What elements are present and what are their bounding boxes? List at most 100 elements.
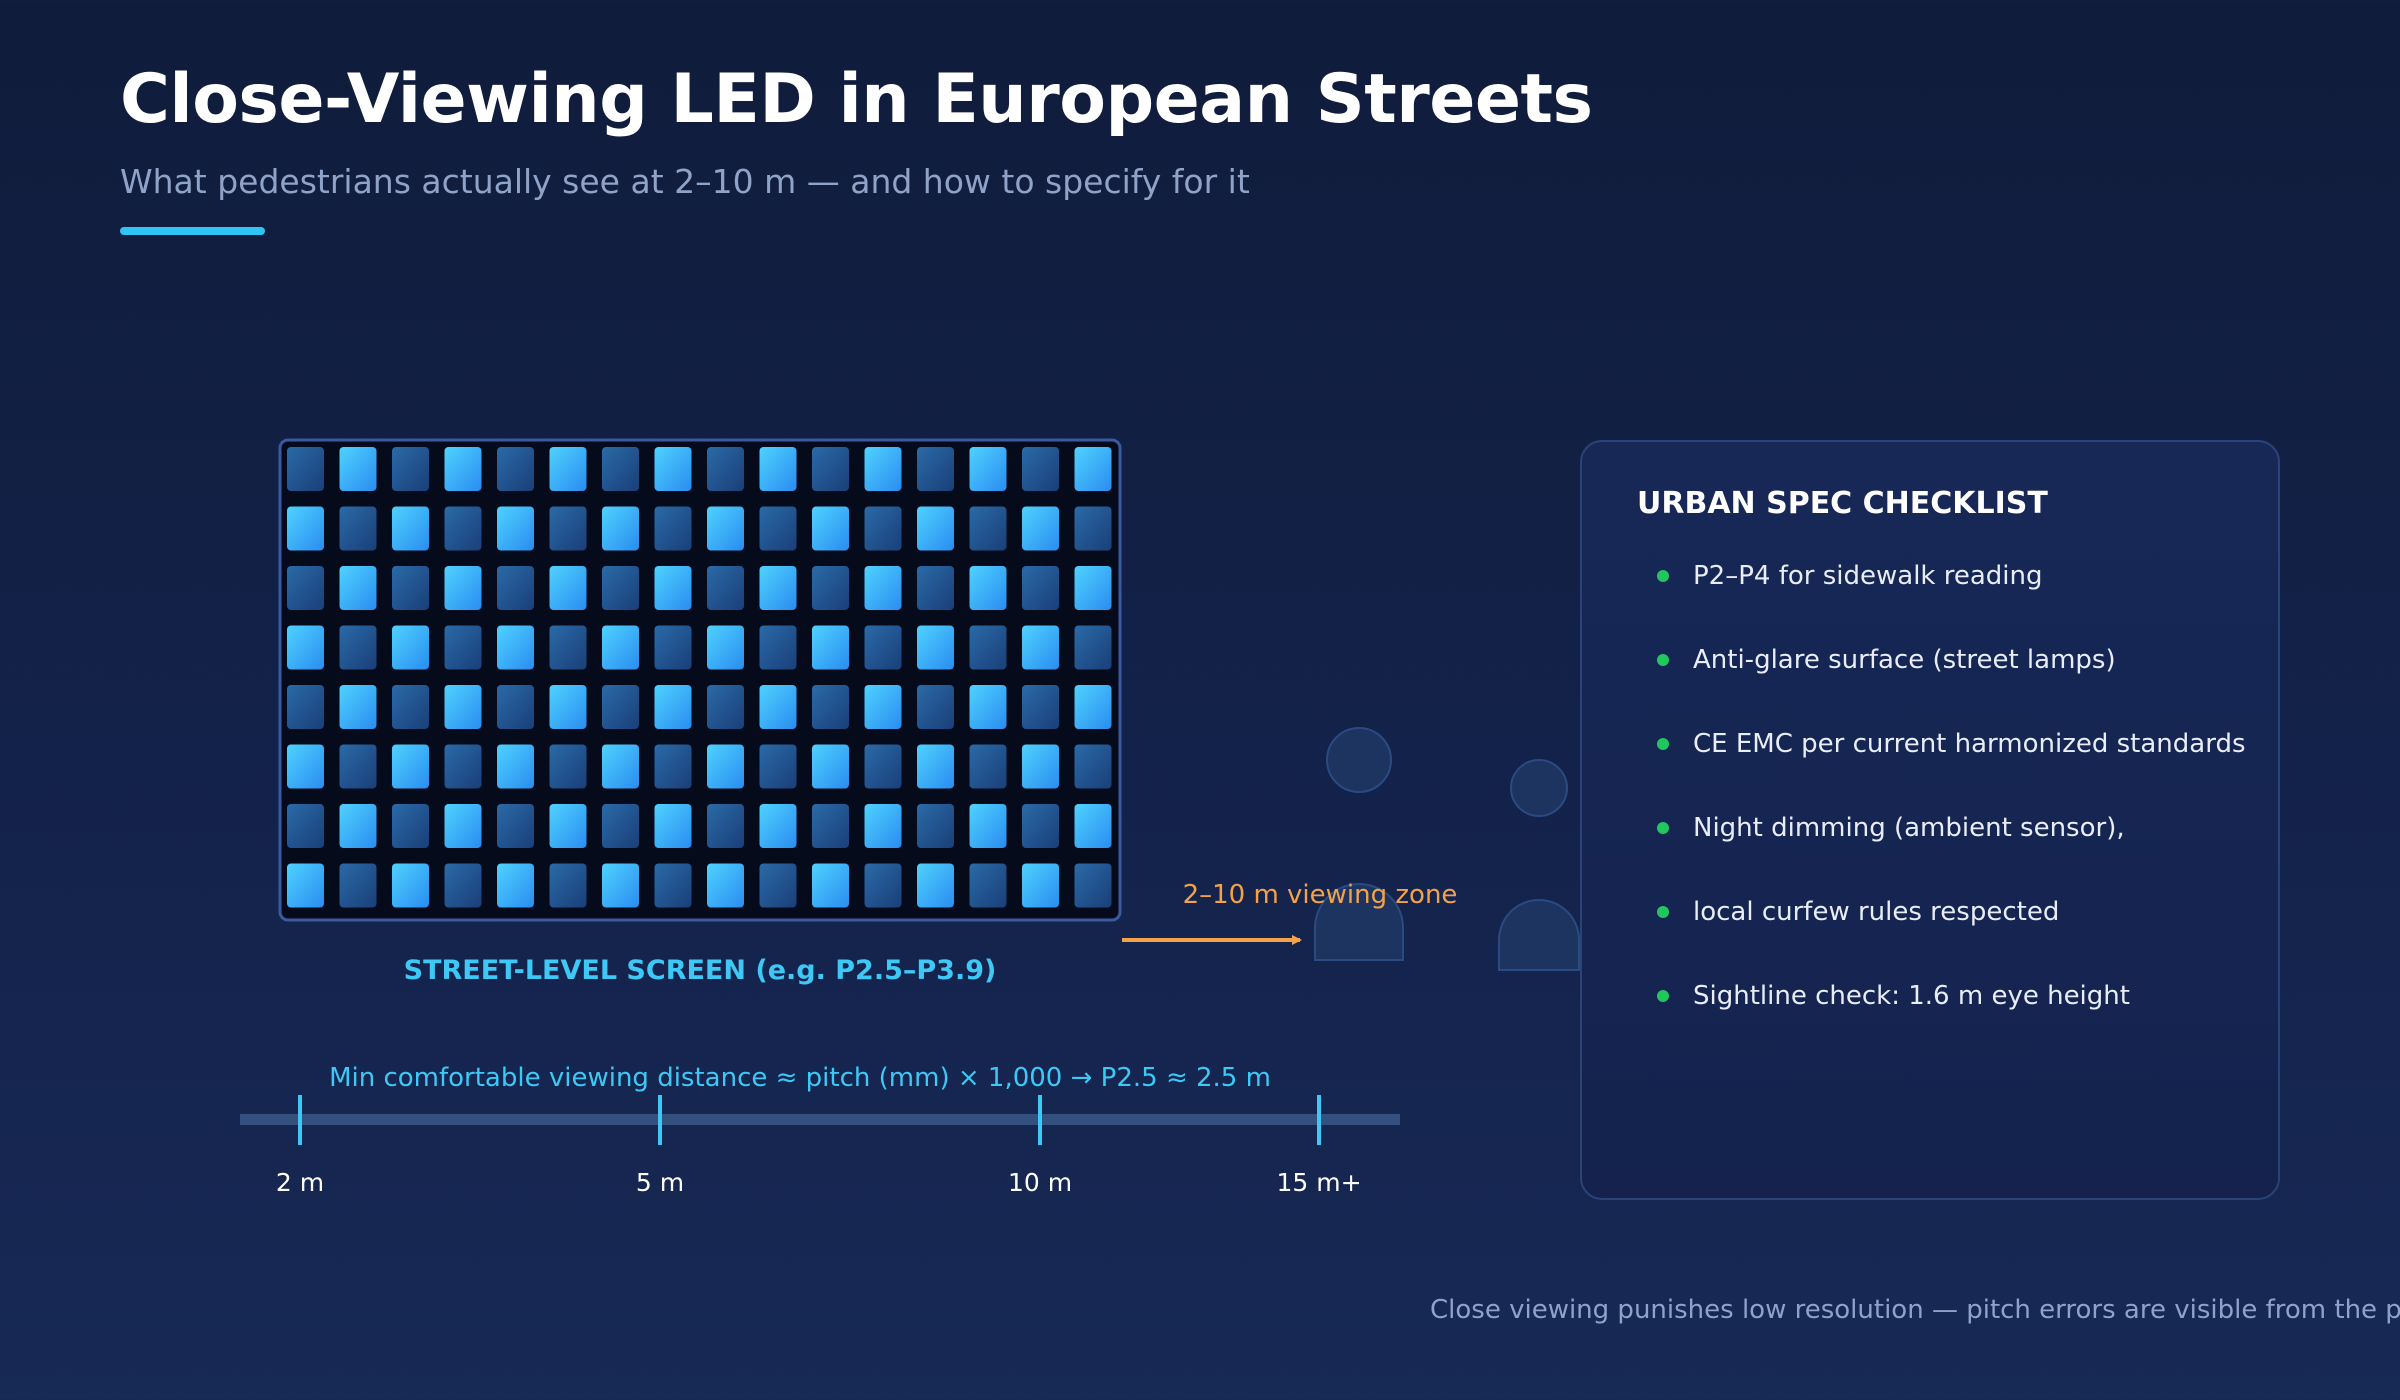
urban-spec-checklist: URBAN SPEC CHECKLIST P2–P4 for sidewalk … bbox=[1580, 440, 2280, 1200]
led-pixel-dim bbox=[969, 863, 1007, 908]
led-pixel-dim bbox=[1074, 863, 1112, 908]
led-pixel-lit bbox=[497, 506, 534, 551]
led-pixel-lit bbox=[339, 685, 377, 729]
checklist-item: P2–P4 for sidewalk reading bbox=[1657, 556, 2043, 596]
led-pixel-dim bbox=[339, 863, 377, 908]
led-pixel-lit bbox=[707, 506, 744, 551]
led-pixel-lit bbox=[969, 447, 1007, 491]
led-pixel-lit bbox=[969, 566, 1007, 610]
led-pixel-dim bbox=[1022, 685, 1059, 729]
led-pixel-lit bbox=[759, 685, 797, 729]
led-pixel-lit bbox=[812, 744, 849, 789]
led-pixel-dim bbox=[864, 506, 902, 551]
led-pixel-lit bbox=[497, 744, 534, 789]
led-pixel-dim bbox=[812, 804, 849, 848]
led-pixel-lit bbox=[392, 506, 429, 551]
led-pixel-dim bbox=[339, 506, 377, 551]
led-pixel-dim bbox=[812, 566, 849, 610]
led-pixel-lit bbox=[707, 625, 744, 670]
checklist-item-text: P2–P4 for sidewalk reading bbox=[1693, 561, 2043, 591]
led-pixel-dim bbox=[444, 506, 482, 551]
led-pixel-lit bbox=[864, 566, 902, 610]
led-pixel-lit bbox=[602, 863, 639, 908]
led-pixel-dim bbox=[444, 744, 482, 789]
led-pixel-lit bbox=[1022, 506, 1059, 551]
led-pixel-lit bbox=[707, 863, 744, 908]
led-pixel-lit bbox=[444, 447, 482, 491]
led-pixel-lit bbox=[444, 685, 482, 729]
led-pixel-lit bbox=[549, 447, 587, 491]
led-pixel-lit bbox=[759, 566, 797, 610]
led-pixel-dim bbox=[917, 685, 954, 729]
pedestrian-figure-far bbox=[1498, 759, 1580, 971]
led-pixel-lit bbox=[497, 863, 534, 908]
led-pixel-lit bbox=[654, 447, 692, 491]
led-pixel-lit bbox=[654, 566, 692, 610]
led-pixel-lit bbox=[812, 625, 849, 670]
distance-scale-ticks bbox=[298, 1095, 1321, 1145]
viewing-zone-label: 2–10 m viewing zone bbox=[1182, 880, 1458, 910]
led-pixel-lit bbox=[917, 625, 954, 670]
tick-label-2m: 2 m bbox=[275, 1168, 325, 1197]
led-pixel-dim bbox=[602, 804, 639, 848]
led-pixel-dim bbox=[759, 506, 797, 551]
led-pixel-lit bbox=[602, 506, 639, 551]
led-pixel-dim bbox=[1074, 625, 1112, 670]
led-pixel-dim bbox=[392, 447, 429, 491]
led-pixel-dim bbox=[707, 804, 744, 848]
bullet-dot-icon bbox=[1657, 822, 1669, 834]
tick-label-5m: 5 m bbox=[635, 1168, 685, 1197]
led-pixel-dim bbox=[654, 506, 692, 551]
led-pixel-dim bbox=[917, 447, 954, 491]
led-pixel-dim bbox=[392, 566, 429, 610]
led-pixel-lit bbox=[707, 744, 744, 789]
led-pixel-dim bbox=[759, 625, 797, 670]
led-pixel-dim bbox=[287, 685, 324, 729]
checklist-item-text: Anti-glare surface (street lamps) bbox=[1693, 645, 2116, 675]
led-pixel-dim bbox=[812, 685, 849, 729]
checklist-item: Sightline check: 1.6 m eye height bbox=[1657, 976, 2130, 1016]
led-pixel-dim bbox=[759, 744, 797, 789]
led-pixel-dim bbox=[549, 744, 587, 789]
led-pixel-dim bbox=[602, 566, 639, 610]
tick-label-10m: 10 m bbox=[1007, 1168, 1073, 1197]
led-pixel-lit bbox=[1022, 625, 1059, 670]
led-pixel-lit bbox=[287, 625, 324, 670]
bullet-dot-icon bbox=[1657, 990, 1669, 1002]
led-pixel-dim bbox=[497, 685, 534, 729]
led-pixel-lit bbox=[969, 804, 1007, 848]
checklist-item: Anti-glare surface (street lamps) bbox=[1657, 640, 2116, 680]
led-pixel-dim bbox=[602, 685, 639, 729]
title-accent-bar bbox=[120, 227, 265, 235]
led-pixel-dim bbox=[549, 863, 587, 908]
led-pixel-lit bbox=[444, 566, 482, 610]
led-pixel-dim bbox=[917, 566, 954, 610]
led-pixel-lit bbox=[287, 744, 324, 789]
led-pixel-dim bbox=[497, 447, 534, 491]
led-pixel-dim bbox=[339, 744, 377, 789]
led-pixel-lit bbox=[287, 863, 324, 908]
led-pixel-lit bbox=[549, 685, 587, 729]
led-pixel-dim bbox=[1074, 744, 1112, 789]
led-pixel-dim bbox=[917, 804, 954, 848]
led-pixel-lit bbox=[392, 625, 429, 670]
led-pixel-dim bbox=[759, 863, 797, 908]
pedestrian-body bbox=[1498, 899, 1580, 971]
bullet-dot-icon bbox=[1657, 906, 1669, 918]
led-pixel-lit bbox=[392, 863, 429, 908]
checklist-item: Night dimming (ambient sensor), bbox=[1657, 808, 2125, 848]
led-pixel-dim bbox=[444, 863, 482, 908]
led-pixel-dim bbox=[287, 566, 324, 610]
led-screen-frame bbox=[278, 438, 1122, 922]
led-pixel-dim bbox=[1022, 566, 1059, 610]
led-pixel-dim bbox=[707, 685, 744, 729]
led-pixel-lit bbox=[602, 744, 639, 789]
screen-caption: STREET-LEVEL SCREEN (e.g. P2.5–P3.9) bbox=[403, 955, 997, 986]
tick-label-15m: 15 m+ bbox=[1276, 1168, 1362, 1197]
led-pixel-lit bbox=[759, 804, 797, 848]
led-pixel-dim bbox=[392, 685, 429, 729]
led-pixel-lit bbox=[339, 566, 377, 610]
checklist-item-text: Night dimming (ambient sensor), bbox=[1693, 813, 2125, 843]
checklist-item-text: local curfew rules respected bbox=[1693, 897, 2060, 927]
